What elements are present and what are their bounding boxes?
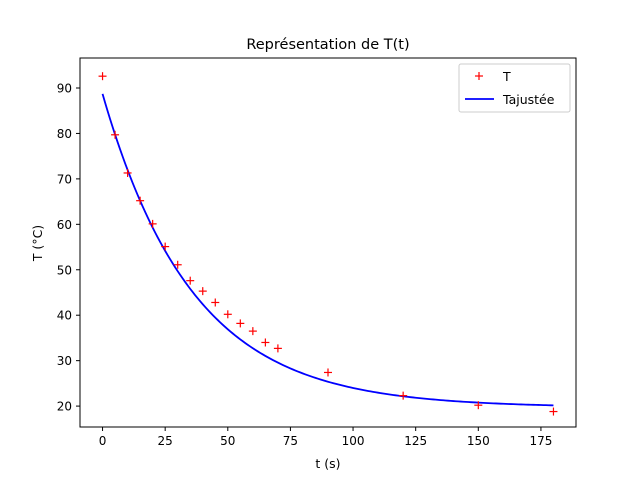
y-tick-label: 40 [57, 309, 72, 323]
data-point [399, 391, 408, 400]
data-point [236, 319, 245, 328]
legend-plus-marker [475, 72, 483, 80]
x-axis: 0 25 50 75 100 125 150 175 [99, 427, 552, 448]
data-point [273, 344, 282, 353]
x-tick-label: 0 [99, 434, 107, 448]
data-point [123, 168, 132, 177]
legend: T Tajustée [458, 63, 571, 113]
x-tick-label: 100 [342, 434, 365, 448]
y-axis: 20 30 40 50 60 70 80 90 [57, 81, 80, 414]
series-tajustee-line [101, 93, 554, 407]
y-tick-label: 30 [57, 354, 72, 368]
plot-area [98, 72, 558, 416]
chart-title: Représentation de T(t) [246, 37, 409, 53]
legend-marker-t [475, 72, 483, 80]
data-point [111, 130, 120, 139]
x-tick-label: 150 [467, 434, 490, 448]
y-tick-label: 60 [57, 218, 72, 232]
data-point [248, 327, 257, 336]
y-tick-label: 70 [57, 172, 72, 186]
data-point [198, 287, 207, 296]
data-point [173, 260, 182, 269]
x-axis-label: t (s) [315, 456, 340, 471]
data-point [161, 242, 170, 251]
data-point [186, 276, 195, 285]
x-tick-label: 125 [404, 434, 427, 448]
x-tick-label: 25 [158, 434, 173, 448]
y-tick-label: 90 [57, 81, 72, 95]
data-point [474, 401, 483, 410]
x-tick-label: 75 [283, 434, 298, 448]
data-point [98, 72, 107, 81]
data-point [261, 338, 270, 347]
y-tick-label: 20 [57, 400, 72, 414]
legend-label-t: T [502, 69, 511, 84]
data-point [223, 310, 232, 319]
data-point [324, 368, 332, 377]
y-tick-label: 50 [57, 263, 72, 277]
data-point [549, 407, 558, 416]
y-axis-label: T (°C) [30, 225, 45, 262]
data-point [136, 196, 145, 205]
legend-box [458, 63, 571, 113]
data-point [148, 219, 157, 228]
y-tick-label: 80 [57, 127, 72, 141]
data-point [211, 298, 220, 307]
legend-label-tajustee: Tajustée [502, 92, 555, 107]
x-tick-label: 50 [220, 434, 235, 448]
x-tick-label: 175 [529, 434, 552, 448]
plot-frame [79, 57, 577, 428]
